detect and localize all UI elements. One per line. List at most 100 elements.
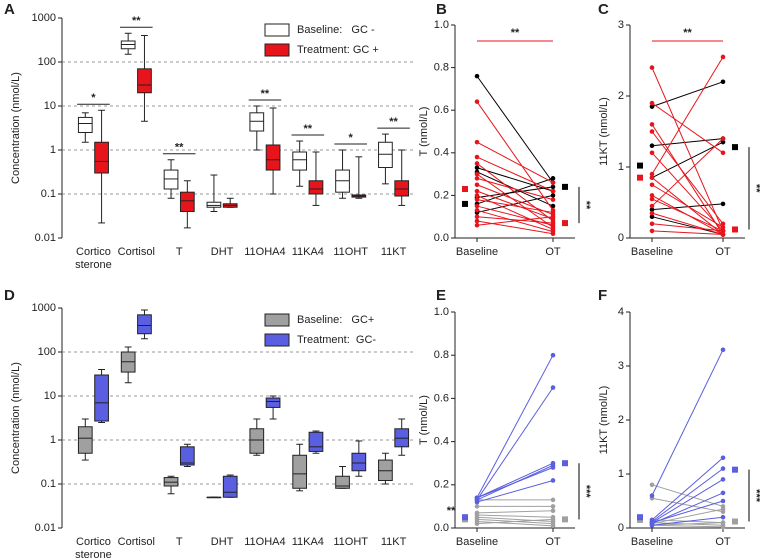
subject-point (720, 466, 726, 471)
panel-letter: C (598, 1, 609, 18)
y-tick-label: 100 (38, 56, 56, 68)
subject-point (474, 197, 480, 202)
subject-line (476, 101, 554, 211)
subject-point (720, 498, 726, 504)
box (394, 180, 410, 197)
x-tick-label: 11OHA4 (244, 536, 285, 548)
y-tick-label: 0.0 (434, 232, 449, 244)
mean-marker (637, 514, 643, 521)
subject-point (474, 193, 480, 198)
box (179, 191, 195, 213)
subject-point (720, 490, 726, 496)
significance-label: *** (750, 489, 760, 503)
y-tick-label: 0.4 (434, 147, 449, 159)
significance-label: ** (175, 142, 184, 154)
box (94, 141, 109, 174)
subject-line (651, 349, 724, 496)
subject-point (550, 231, 556, 237)
subject-point (649, 228, 655, 234)
box (77, 116, 93, 133)
subject-point (474, 499, 480, 505)
subject-point (720, 520, 726, 525)
x-tick-label: Baseline (631, 246, 673, 258)
subject-point (720, 79, 726, 85)
subject-line (651, 500, 724, 524)
y-tick-label: 0.6 (434, 392, 449, 404)
subject-point (550, 197, 556, 202)
subject-point (649, 182, 655, 188)
subject-point (550, 220, 556, 226)
subject-point (720, 347, 726, 353)
subject-line (476, 184, 554, 216)
x-tick-label: T (176, 536, 183, 548)
legend-label: Treatment: GC + (297, 44, 379, 56)
subject-point (550, 508, 556, 514)
y-tick-label: 10 (44, 390, 56, 402)
significance-label: ** (580, 201, 592, 210)
significance-label: ** (750, 184, 760, 193)
box (179, 446, 195, 466)
subject-point (474, 214, 480, 219)
y-tick-label: 1 (50, 144, 56, 156)
subject-point (474, 521, 480, 526)
subject-point (550, 352, 556, 358)
x-tick-label: Baseline (631, 536, 673, 548)
y-axis-label: 11KT (nmol/L) (598, 97, 610, 166)
y-tick-label: 0.1 (41, 478, 56, 490)
legend-swatch (264, 333, 290, 347)
subject-point (720, 232, 726, 237)
subject-line (651, 524, 724, 528)
box (163, 169, 179, 190)
significance-label: ** (447, 505, 456, 517)
x-tick-label: Baseline (456, 536, 498, 548)
subject-point (720, 136, 726, 141)
y-tick-label: 1000 (32, 302, 56, 314)
y-tick-label: 0.01 (35, 232, 56, 244)
subject-point (474, 154, 480, 160)
subject-point (649, 207, 655, 212)
x-tick-label: 11KA4 (292, 536, 324, 548)
y-tick-label: 2 (618, 90, 624, 102)
subject-line (476, 479, 554, 503)
mean-marker (732, 144, 738, 151)
box (265, 397, 281, 408)
subject-point (720, 54, 726, 60)
subject-point (550, 210, 556, 215)
subject-point (720, 506, 726, 512)
subject-line (476, 156, 554, 192)
significance-label: ** (261, 88, 270, 100)
subject-point (649, 100, 655, 106)
y-tick-label: 1.0 (434, 19, 449, 31)
box (77, 426, 93, 454)
mean-marker (562, 516, 568, 523)
x-tick-label: 11KA4 (292, 246, 324, 258)
subject-point (474, 99, 480, 104)
x-tick-label: 11OHA4 (244, 246, 285, 258)
subject-point (550, 504, 556, 509)
box (292, 151, 308, 171)
subject-line (476, 387, 554, 501)
subject-point (649, 171, 655, 177)
subject-line (476, 190, 554, 220)
significance-label: ** (683, 27, 692, 39)
panel-letter: E (436, 287, 446, 304)
x-tick-label: OT (545, 536, 561, 548)
legend-label: Baseline: GC+ (297, 314, 374, 326)
box (249, 428, 265, 454)
subject-line (476, 516, 554, 523)
x-tick-label: OT (715, 246, 731, 258)
legend-swatch (264, 23, 290, 37)
x-tick-label: DHT (211, 536, 234, 548)
subject-point (550, 523, 556, 529)
subject-point (474, 165, 480, 171)
mean-marker (732, 226, 738, 233)
box (308, 180, 324, 195)
x-tick-label: Baseline (456, 246, 498, 258)
subject-point (720, 225, 726, 230)
x-tick-label: DHT (211, 246, 234, 258)
y-tick-label: 0 (618, 522, 624, 534)
significance-label: * (91, 92, 96, 104)
y-tick-label: 3 (618, 19, 624, 31)
subject-point (649, 175, 655, 180)
